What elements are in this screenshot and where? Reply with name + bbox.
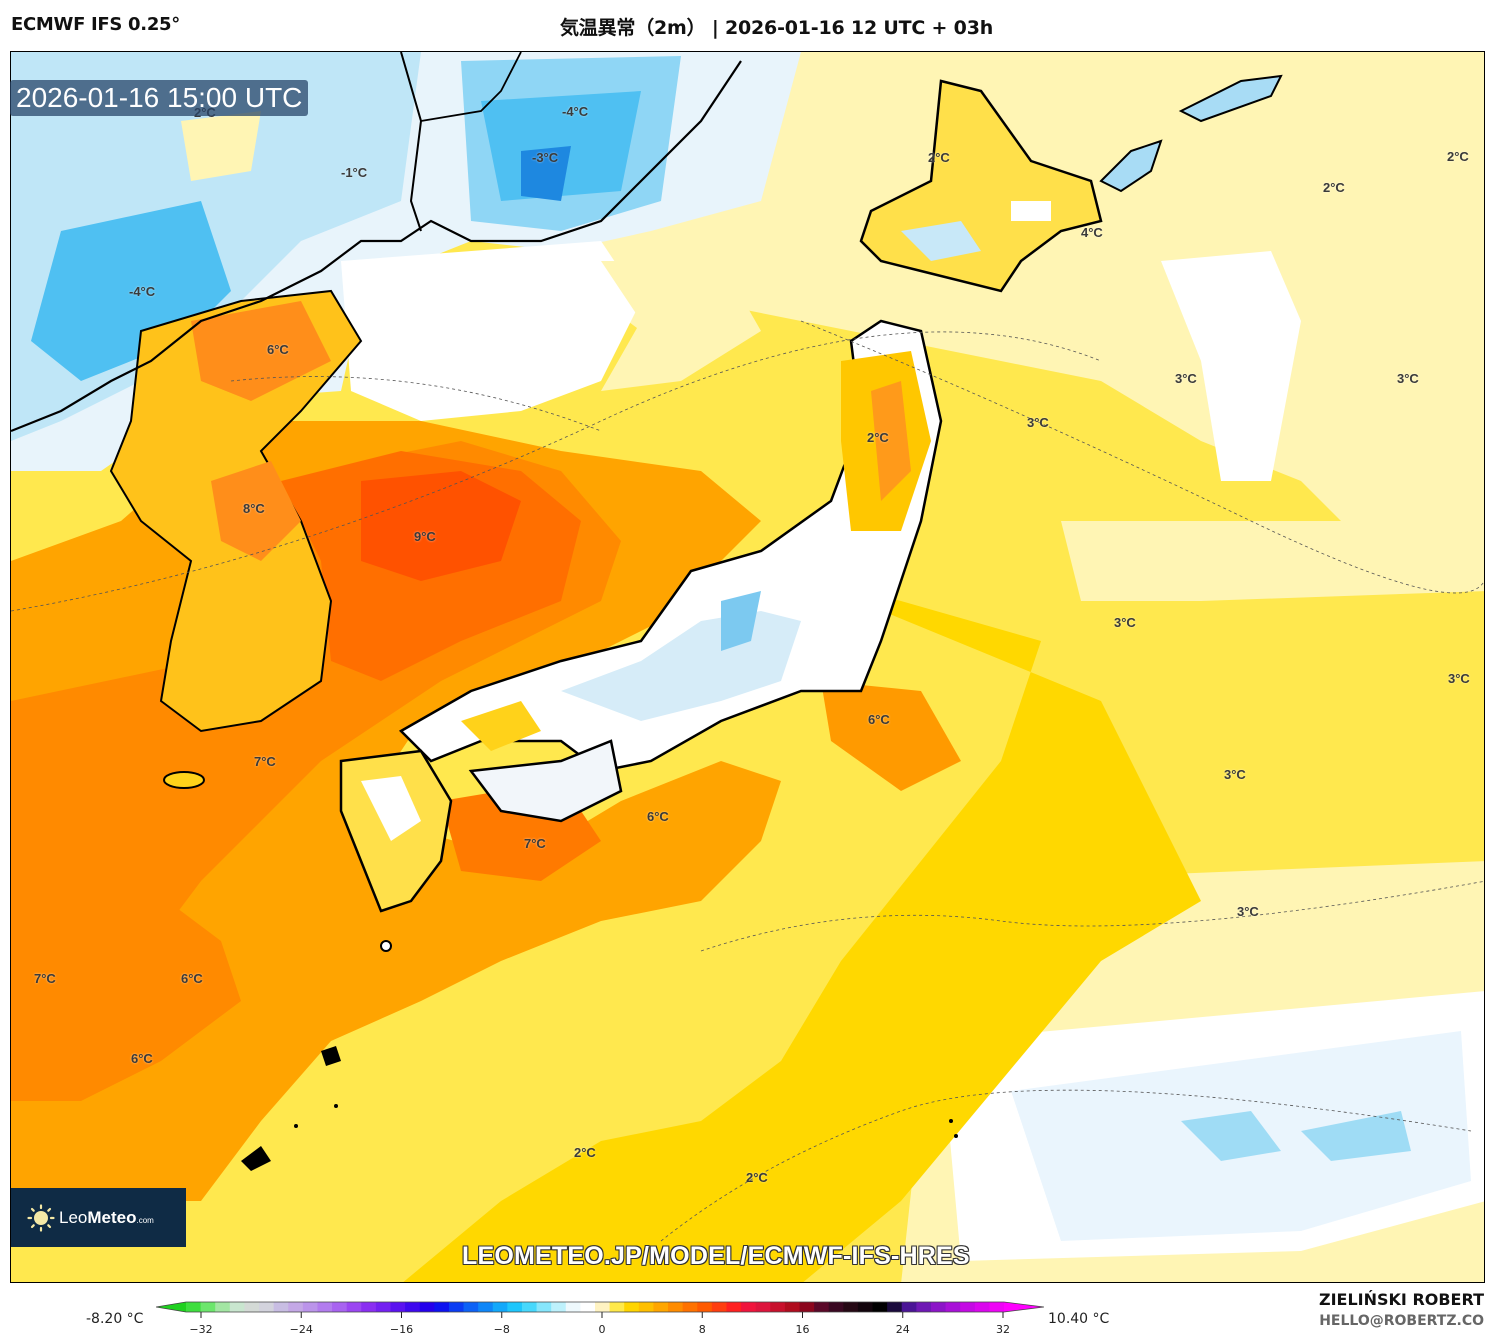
temperature-label: 2°C — [746, 1170, 768, 1185]
sun-icon — [27, 1203, 55, 1232]
temperature-label: 6°C — [131, 1051, 153, 1066]
valid-time-badge: 2026-01-16 15:00 UTC — [10, 80, 309, 116]
colorbar-max-label: 10.40 °C — [1048, 1311, 1110, 1327]
temperature-label: 3°C — [1448, 671, 1470, 686]
temperature-label: 2°C — [867, 430, 889, 445]
anomaly-map[interactable]: 2°C -4°C -3°C -1°C -4°C 6°C 8°C 9°C 7°C 7°C 6°C 6°C… — [10, 51, 1485, 1283]
colorbar-tick-label: 32 — [996, 1323, 1010, 1336]
temperature-label: 7°C — [254, 754, 276, 769]
temperature-label: 9°C — [414, 529, 436, 544]
temperature-label: 3°C — [1397, 371, 1419, 386]
temperature-label: 2°C — [1323, 180, 1345, 195]
temperature-label: 7°C — [524, 836, 546, 851]
model-title: ECMWF IFS 0.25° — [11, 14, 180, 35]
author-name: ZIELIŃSKI ROBERT — [1318, 1290, 1484, 1309]
temperature-label: -3°C — [532, 150, 559, 165]
temperature-label: 3°C — [1224, 767, 1246, 782]
logo-prefix: Leo — [59, 1207, 88, 1227]
temperature-label: 7°C — [34, 971, 56, 986]
temperature-label: -4°C — [129, 284, 156, 299]
colorbar-tick-label: 8 — [698, 1323, 706, 1336]
temperature-label: 4°C — [1081, 225, 1103, 240]
temperature-label: 2°C — [928, 150, 950, 165]
temperature-label: 6°C — [267, 342, 289, 357]
colorbar-min-label: -8.20 °C — [86, 1311, 144, 1327]
logo-suffix: .com — [136, 1215, 154, 1225]
temperature-label: 6°C — [181, 971, 203, 986]
temperature-label: 6°C — [647, 809, 669, 824]
temperature-label: 8°C — [243, 501, 265, 516]
logo-bold: Meteo — [87, 1207, 137, 1227]
temperature-label: 3°C — [1237, 904, 1259, 919]
colorbar-tick-label: 16 — [795, 1323, 810, 1336]
temperature-label: -1°C — [341, 165, 368, 180]
colorbar-tick-label: 24 — [895, 1323, 910, 1336]
author-email[interactable]: HELLO@ROBERTZ.CO — [1319, 1313, 1484, 1329]
colorbar-tick-label: −24 — [289, 1323, 313, 1336]
leometeo-logo[interactable]: LeoMeteo.com — [11, 1188, 186, 1247]
colorbar — [156, 1301, 1044, 1318]
chart-title: 気温異常（2m） | 2026-01-16 12 UTC + 03h — [560, 17, 994, 39]
colorbar-tick-label: −16 — [389, 1323, 414, 1336]
temperature-label: 2°C — [1447, 149, 1469, 164]
colorbar-tick-label: −32 — [189, 1323, 213, 1336]
temperature-label: 2°C — [574, 1145, 596, 1160]
temperature-label: 6°C — [868, 712, 890, 727]
temperature-label: 3°C — [1175, 371, 1197, 386]
colorbar-tick-label: −8 — [493, 1323, 510, 1336]
temperature-label: 3°C — [1027, 415, 1049, 430]
temperature-label: -4°C — [562, 104, 589, 119]
temperature-label: 3°C — [1114, 615, 1136, 630]
logo-text: LeoMeteo.com — [59, 1208, 154, 1228]
map-fill — [11, 52, 1484, 1282]
colorbar-tick-label: 0 — [598, 1323, 606, 1336]
watermark-url[interactable]: LEOMETEO.JP/MODEL/ECMWF-IFS-HRES — [462, 1242, 970, 1270]
